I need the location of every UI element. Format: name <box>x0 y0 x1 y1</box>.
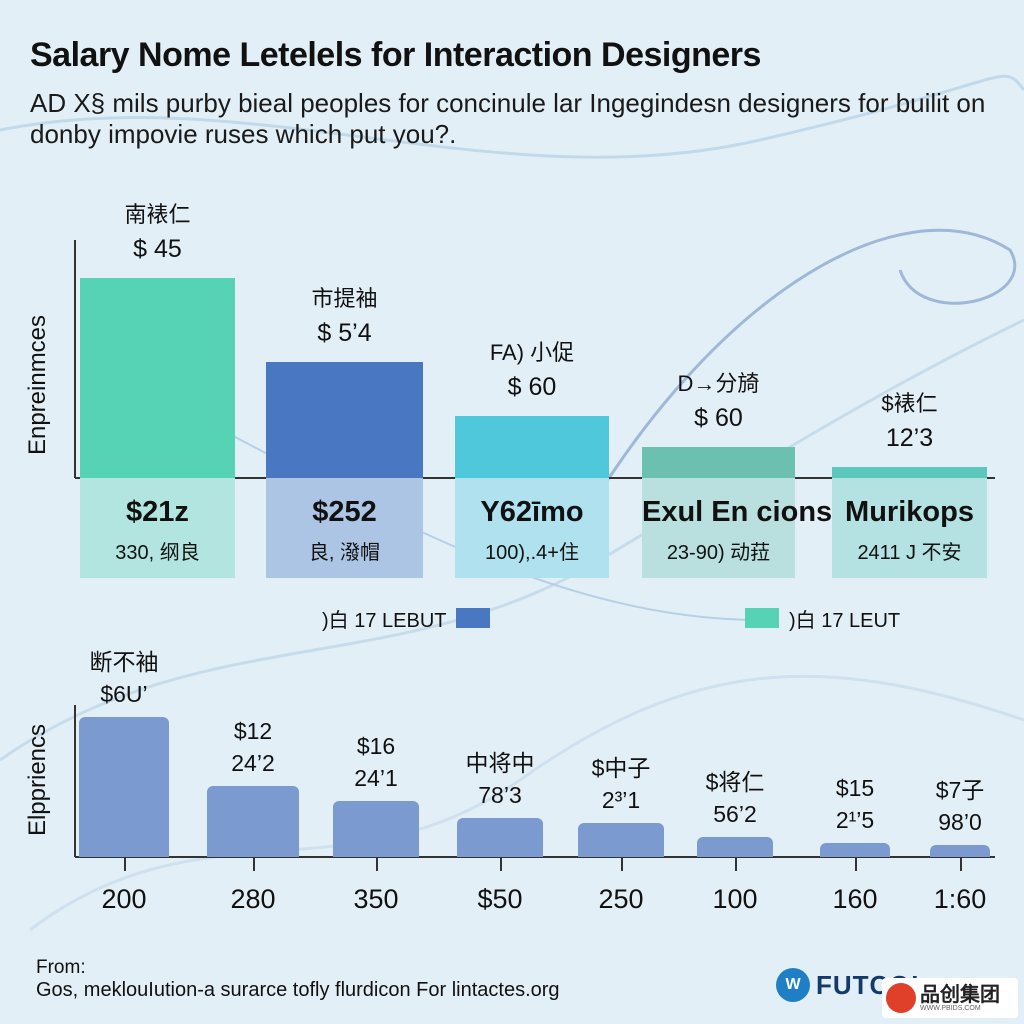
value-panel: Murikops 2411 J 不安 <box>832 478 987 578</box>
chart-subtitle: AD X§ mils purby bieal peoples for conci… <box>30 88 986 149</box>
bar-value-label: 24’1 <box>354 765 398 791</box>
bar-top-label: $中子 <box>591 755 651 781</box>
watermark-sub: WWW.PBIDS.COM <box>920 1004 981 1012</box>
legend-swatch <box>745 608 779 628</box>
bar-category-label: 南裱仁 <box>124 202 191 227</box>
panel-value: $21z <box>126 496 189 528</box>
bar-top-label: $7子 <box>935 777 985 803</box>
bar-top-label: $将仁 <box>705 769 765 795</box>
bar-category-label: 市提袖 <box>311 286 378 311</box>
bar-value-label: 24’2 <box>231 750 275 776</box>
bar-top-label: $15 <box>835 775 875 801</box>
bar <box>207 786 299 857</box>
x-tick-mark <box>376 857 378 871</box>
legend-label: )白 17 LEUT <box>789 609 901 632</box>
panel-subtext: 良, 潑帽 <box>308 542 381 564</box>
source-text: Gos, meklouIution-a surarce tofly flurdi… <box>36 979 560 1001</box>
bar-top-label: 断不袖 <box>89 649 159 675</box>
value-panel: Exul En cions 23-90) 动菈 <box>642 478 833 578</box>
bar-value-label: 98’0 <box>938 809 982 835</box>
bar-value-label: 2³’1 <box>601 787 641 813</box>
x-tick-label: 1:60 <box>933 884 987 914</box>
bar-value-label: 12’3 <box>885 424 934 452</box>
value-panel: Y62īmo 100),.4+住 <box>455 478 609 578</box>
bar <box>455 416 609 478</box>
bar-value-label: $ 45 <box>133 235 182 263</box>
bar <box>697 837 773 857</box>
legend-swatch <box>456 608 491 628</box>
bar-top-label: $16 <box>356 733 396 759</box>
bar-top-label: 中将中 <box>465 750 535 776</box>
value-panel: $252 良, 潑帽 <box>266 478 423 578</box>
x-tick-mark <box>124 857 126 871</box>
bar-top-label: $12 <box>233 718 273 744</box>
x-tick-label: 350 <box>353 884 399 914</box>
bar <box>457 818 543 857</box>
x-tick-label: 280 <box>230 884 276 914</box>
bottom-chart-ylabel: Elppriencs <box>24 723 51 837</box>
panel-value: Exul En cions <box>642 496 833 528</box>
x-tick-label: $50 <box>477 884 523 914</box>
legend-label: )白 17 LEBUT <box>322 609 447 632</box>
source-from-label: From: <box>36 957 86 978</box>
bar <box>642 447 795 478</box>
bar <box>80 278 235 478</box>
chart-title: Salary Nome Letelels for Interaction Des… <box>30 36 761 74</box>
watermark-logo-icon <box>886 983 916 1013</box>
x-tick-label: 200 <box>101 884 147 914</box>
bar-value-label: $ 60 <box>507 373 557 401</box>
bar-value-label: 56’2 <box>713 801 757 827</box>
top-chart-ylabel: Enpreinmces <box>24 314 51 456</box>
x-tick-mark <box>855 857 857 871</box>
panel-value: Y62īmo <box>480 496 584 528</box>
panel-value: $252 <box>312 496 377 528</box>
panel-subtext: 330, 纲良 <box>115 542 200 564</box>
bar <box>930 845 990 857</box>
bar <box>578 823 664 857</box>
x-tick-mark <box>735 857 737 871</box>
x-tick-mark <box>621 857 623 871</box>
x-tick-label: 160 <box>832 884 878 914</box>
watermark: 品创集团 WWW.PBIDS.COM <box>882 978 1018 1018</box>
panel-subtext: 100),.4+住 <box>485 542 579 564</box>
legend-item-blue: )白 17 LEBUT <box>322 605 491 632</box>
bar-category-label: $裱仁 <box>881 391 938 416</box>
bar <box>832 467 987 478</box>
bar-category-label: D→分旑 <box>677 371 760 396</box>
watermark-text: 品创集团 <box>920 983 1000 1006</box>
bar <box>333 801 419 857</box>
bar <box>820 843 890 857</box>
legend-item-teal: )白 17 LEUT <box>745 605 901 632</box>
bar-value-label: 2¹’5 <box>835 807 875 833</box>
bar-value-label: $ 60 <box>694 404 743 432</box>
x-tick-label: 250 <box>598 884 644 914</box>
bar-category-label: FA) 小促 <box>489 340 575 365</box>
x-tick-mark <box>960 857 962 871</box>
bar <box>266 362 423 478</box>
bar-value-label: 78’3 <box>478 782 522 808</box>
logo-mark-icon: W <box>776 968 810 1002</box>
x-tick-label: 100 <box>712 884 758 914</box>
panel-value: Murikops <box>845 496 974 528</box>
panel-subtext: 23-90) 动菈 <box>666 542 771 564</box>
bar-value-label: $6U’ <box>100 681 148 707</box>
bar-value-label: $ 5’4 <box>317 319 372 347</box>
x-tick-mark <box>253 857 255 871</box>
x-tick-mark <box>500 857 502 871</box>
value-panel: $21z 330, 纲良 <box>80 478 235 578</box>
panel-subtext: 2411 J 不安 <box>857 542 962 564</box>
bar <box>79 717 169 857</box>
